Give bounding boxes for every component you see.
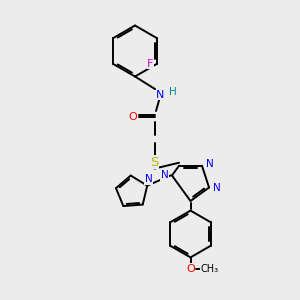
Text: N: N	[145, 174, 153, 184]
Text: N: N	[213, 182, 220, 193]
Text: F: F	[147, 59, 154, 69]
Text: N: N	[156, 89, 165, 100]
Text: S: S	[150, 155, 159, 169]
Text: O: O	[128, 112, 137, 122]
Text: O: O	[186, 264, 195, 274]
Text: H: H	[169, 87, 177, 97]
Text: N: N	[206, 159, 213, 169]
Text: CH₃: CH₃	[201, 264, 219, 274]
Text: N: N	[160, 170, 168, 181]
